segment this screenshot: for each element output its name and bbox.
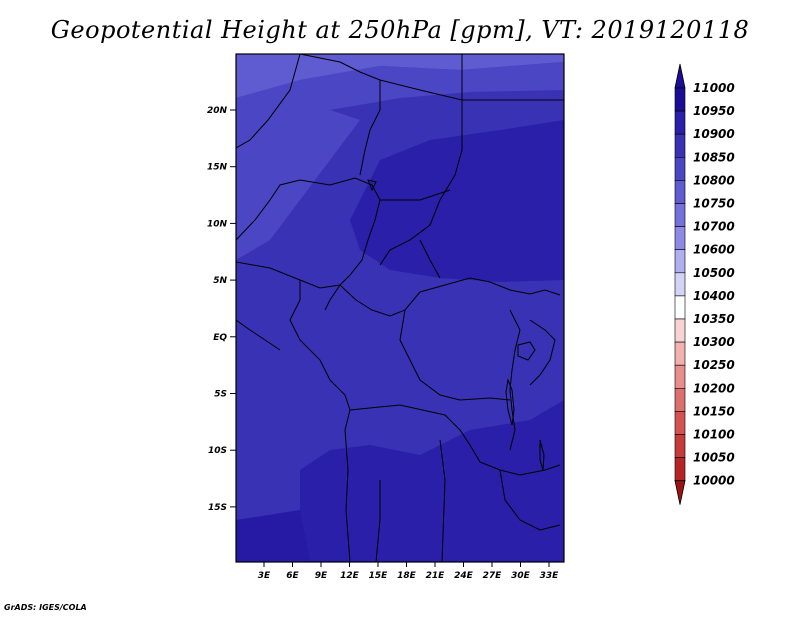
country-borders — [236, 54, 564, 562]
lake-tanganyika — [505, 378, 515, 426]
colorbar-segment — [674, 110, 686, 135]
colorbar-segment — [674, 133, 686, 158]
colorbar-segment — [674, 411, 686, 435]
map-title: Geopotential Height at 250hPa [gpm], VT:… — [50, 16, 750, 44]
lon-label: 33E — [540, 571, 560, 581]
colorbar-segment — [674, 434, 686, 458]
lon-label: 6E — [286, 571, 299, 581]
longitude-axis: 3E 6E 9E 12E 15E 18E 21E 24E 27E 30E 33E — [258, 562, 559, 581]
colorbar-segment — [674, 249, 686, 274]
colorbar-label: 10150 — [693, 404, 735, 418]
colorbar-label: 10250 — [693, 358, 735, 372]
lake-malawi — [539, 439, 545, 471]
grads-credit: GrADS: IGES/COLA — [4, 603, 87, 612]
field-band-north-light — [236, 54, 564, 98]
colorbar-segment — [674, 364, 686, 389]
colorbar-segment — [674, 387, 686, 412]
lat-label: 15N — [207, 163, 228, 173]
colorbar-segment — [674, 226, 686, 251]
lat-label: 10N — [207, 219, 228, 229]
colorbar-label: 10900 — [693, 127, 735, 141]
colorbar-segment — [674, 457, 686, 482]
colorbar-label: 10600 — [693, 243, 735, 257]
colorbar-segment — [674, 295, 686, 320]
colorbar-segment — [674, 203, 686, 227]
lon-label: 27E — [483, 571, 503, 581]
colorbar-label: 10100 — [693, 428, 735, 442]
lat-label: 10S — [208, 446, 227, 456]
lon-label: 9E — [315, 571, 328, 581]
lon-label: 15E — [369, 571, 389, 581]
lon-label: 21E — [426, 571, 446, 581]
colorbar-label: 10000 — [693, 474, 735, 488]
lakes — [367, 179, 545, 471]
lon-label: 3E — [258, 571, 271, 581]
colorbar-label: 10850 — [693, 150, 735, 164]
geopotential-field — [236, 54, 564, 562]
lon-label: 18E — [397, 571, 417, 581]
lon-label: 12E — [340, 571, 360, 581]
colorbar-label: 10700 — [693, 220, 735, 234]
map-frame — [235, 53, 565, 563]
colorbar-label: 10300 — [693, 335, 735, 349]
colorbar-bottom-arrow — [674, 480, 686, 505]
colorbar-label: 10800 — [693, 173, 735, 187]
colorbar-segment — [674, 272, 686, 297]
lat-label: 5S — [214, 390, 227, 400]
colorbar-label: 10750 — [693, 197, 735, 211]
lat-label: EQ — [213, 333, 227, 343]
field-band-north — [236, 62, 564, 140]
field-core-southwest — [236, 510, 310, 562]
lon-label: 24E — [454, 571, 474, 581]
colorbar-segment — [674, 341, 686, 366]
colorbar-top-arrow — [674, 63, 686, 89]
colorbar-label: 11000 — [693, 81, 735, 95]
field-core-central — [350, 120, 564, 282]
colorbar-segment — [674, 157, 686, 181]
lat-label: 15S — [208, 503, 227, 513]
lake-victoria — [517, 341, 536, 361]
lon-label: 30E — [511, 571, 531, 581]
map-figure: 20N 15N 10N 5N EQ 5S 10S 15S 3E 6E 9E 12E 15E 18E 21E… — [207, 53, 735, 581]
field-core-south — [236, 400, 564, 562]
colorbar: 11000 10950 10900 10850 10800 10750 10700 10600… — [674, 63, 735, 505]
colorbar-label: 10400 — [693, 289, 735, 303]
latitude-axis: 20N 15N 10N 5N EQ 5S 10S 15S — [207, 106, 236, 513]
colorbar-segment — [674, 87, 686, 112]
colorbar-label: 10050 — [693, 451, 735, 465]
colorbar-label: 10350 — [693, 312, 735, 326]
colorbar-label: 10200 — [693, 381, 735, 395]
lat-label: 20N — [207, 106, 228, 116]
colorbar-segment — [674, 318, 686, 343]
colorbar-label: 10950 — [693, 104, 735, 118]
lat-label: 5N — [213, 276, 227, 286]
lake-chad — [367, 179, 377, 192]
colorbar-label: 10500 — [693, 266, 735, 280]
field-band-west — [236, 110, 360, 260]
colorbar-segment — [674, 180, 686, 204]
